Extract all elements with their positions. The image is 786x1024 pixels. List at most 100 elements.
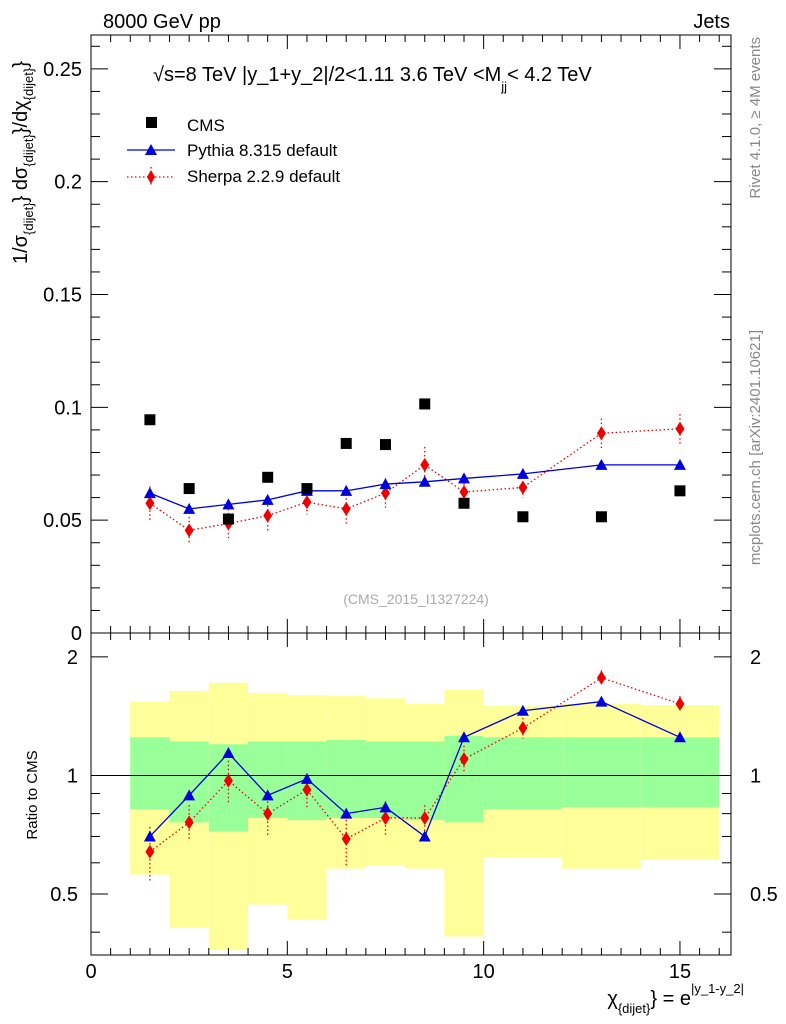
diamond-marker [223,773,233,788]
ratio-y-axis-label: Ratio to CMS [24,750,41,839]
triangle-marker [222,747,235,759]
diamond-marker [145,844,155,859]
cms-data-point [340,437,352,449]
diamond-marker [184,523,194,538]
legend-cms-marker [146,117,157,128]
triangle-marker [595,458,608,470]
triangle-marker [183,502,196,514]
cms-data-point [262,471,274,483]
cms-data-point [144,414,156,426]
triangle-marker [516,704,529,716]
diamond-marker [341,831,351,846]
legend: CMS Pythia 8.315 default Sherpa 2.2.9 de… [127,116,340,187]
triangle-marker [340,484,353,496]
cms-data-point [458,497,470,509]
cms-data-point [517,511,529,523]
legend-cms-label: CMS [187,116,225,135]
cms-data-point [222,513,234,525]
ratio-plot-frame [90,632,732,956]
triangle-marker [673,458,686,470]
triangle-marker [340,807,353,819]
ratio-y-tick-label: 1 [67,765,78,787]
pythia-line [149,464,680,510]
band-inner-bin [483,737,563,810]
xlabel-exponent: |y_1-y_2| [691,981,744,996]
diamond-marker [263,806,273,821]
plot-title: √s=8 TeV |y_1+y_2|/2<1.11 3.6 TeV <Mjj< … [153,64,592,94]
xlabel-sub: {dijet} [618,1001,651,1016]
mcplots-label: mcplots.cern.ch [arXiv:2401.10621] [747,330,764,565]
triangle-marker [143,487,156,499]
ylabel-part-4: } [10,61,32,68]
band-inner-bin [130,737,170,810]
triangle-marker [595,695,608,707]
diamond-marker [675,421,685,436]
triangle-marker [379,801,392,813]
rivet-version-label: Rivet 4.1.0, ≥ 4M events [747,37,764,199]
diamond-marker [518,720,528,735]
ylabel-part-1: 1/σ [10,234,32,264]
diamond-marker [675,696,685,711]
analysis-id: (CMS_2015_I1327224) [343,591,489,607]
band-inner-bin [208,744,249,832]
x-tick-label: 10 [473,961,495,983]
x-tick-label: 0 [85,961,96,983]
ylabel-part-2: } dσ [10,166,32,202]
band-inner-bin [326,740,366,818]
ratio-axis-ticks: 0 5 10 15 0.5 0.5 1 1 2 2 [50,633,778,983]
main-y-tick-label: 0.25 [43,59,82,81]
ylabel-sub-2: {dijet} [21,134,36,167]
main-y-tick-label: 0 [71,623,82,645]
main-y-tick-label: 0.05 [43,510,82,532]
cms-data-point [419,398,431,410]
ratio-y-tick-label: 0.5 [50,884,78,906]
triangle-marker [261,789,274,801]
diamond-marker [145,496,155,511]
x-tick-label: 5 [282,961,293,983]
diamond-marker [380,486,390,501]
main-y-tick-label: 0.2 [54,172,82,194]
diamond-marker [459,752,469,767]
cms-data-point [183,483,195,495]
diamond-marker [302,782,312,797]
diamond-marker [341,501,351,516]
title-subscript: jj [500,79,507,94]
ratio-y-tick-label-right: 0.5 [750,884,778,906]
triangle-marker [418,830,431,842]
ratio-y-tick-label-right: 1 [750,765,761,787]
triangle-marker [143,830,156,842]
ratio-plot-data [143,670,686,881]
x-tick-label: 15 [669,961,691,983]
category-label: Jets [693,11,730,33]
triangle-marker [183,789,196,801]
diamond-marker [596,670,606,685]
diamond-marker [420,810,430,825]
ylabel-sub-1: {dijet} [21,202,36,235]
triangle-marker [516,467,529,479]
cms-data-point [301,483,313,495]
diamond-marker [459,484,469,499]
triangle-marker [261,493,274,505]
x-axis-label: χ{dijet}} = e|y_1-y_2| [607,981,744,1016]
triangle-marker [222,498,235,510]
title-part1: s=8 TeV |y_1+y_2|/2<1.11 3.6 TeV <M [164,64,501,86]
diamond-marker [596,426,606,441]
cms-data-point [674,485,686,497]
diamond-marker [302,495,312,510]
xlabel-chi: χ [607,988,618,1010]
triangle-marker [379,478,392,490]
main-y-tick-label: 0.1 [54,397,82,419]
cms-data-point [595,511,607,523]
title-part2: < 4.2 TeV [507,64,592,86]
sherpa-line [149,428,680,532]
diamond-marker [380,810,390,825]
main-plot-data [143,398,686,544]
triangle-marker [300,772,313,784]
diamond-marker [420,457,430,472]
diamond-marker [263,508,273,523]
ratio-y-tick-label: 2 [67,647,78,669]
legend-pythia-marker [145,144,157,155]
main-axis-ticks: 0 0.05 0.1 0.15 0.2 0.25 [43,35,731,645]
legend-pythia-label: Pythia 8.315 default [187,141,338,160]
